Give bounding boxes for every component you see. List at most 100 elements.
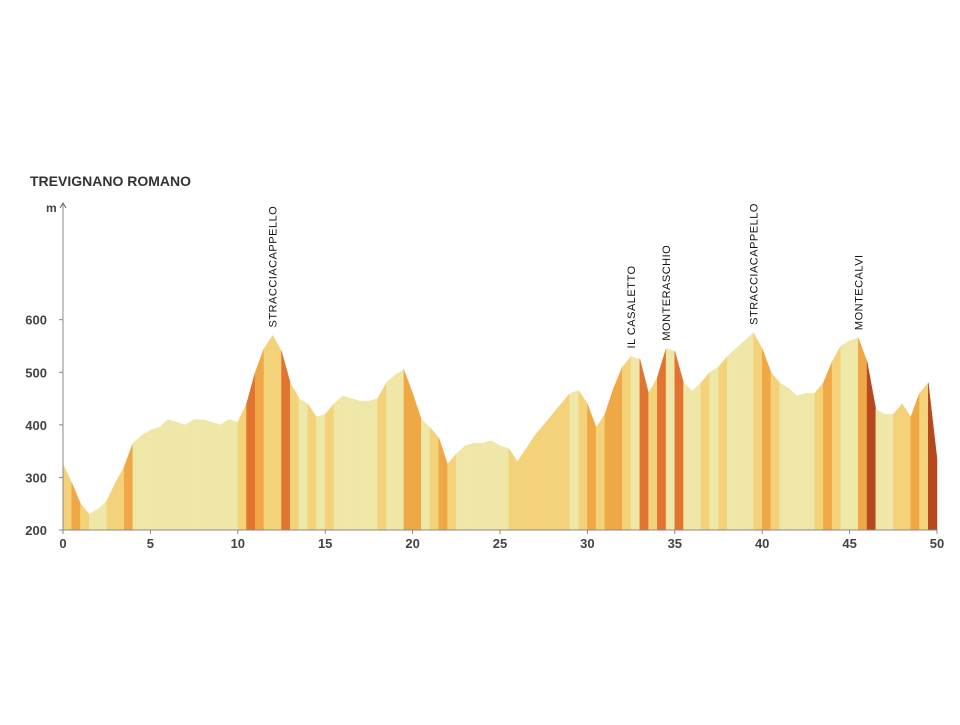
elevation-segment xyxy=(648,376,658,531)
x-tick-label: 45 xyxy=(842,536,856,551)
elevation-segment xyxy=(525,434,536,531)
elevation-segment xyxy=(718,355,728,531)
elevation-segment xyxy=(744,332,754,531)
elevation-segment xyxy=(456,445,466,531)
elevation-segment xyxy=(726,348,737,531)
elevation-segment xyxy=(683,382,693,531)
elevation-segment xyxy=(359,400,370,531)
elevation-segment xyxy=(910,393,920,531)
elevation-segment xyxy=(779,382,789,531)
elevation-segment xyxy=(700,371,711,531)
elevation-segment xyxy=(473,442,483,531)
elevation-segment xyxy=(228,419,239,531)
x-tick-label: 0 xyxy=(59,536,66,551)
elevation-segment xyxy=(901,402,912,531)
elevation-segment xyxy=(272,334,282,531)
elevation-segment xyxy=(657,348,667,531)
elevation-segment xyxy=(211,421,221,531)
elevation-segment xyxy=(823,361,833,531)
elevation-segment xyxy=(176,421,186,531)
elevation-segment xyxy=(893,403,903,531)
elevation-segment xyxy=(220,419,230,531)
elevation-segment xyxy=(394,369,405,531)
elevation-segment xyxy=(429,426,440,531)
y-tick-label: 200 xyxy=(25,523,47,538)
peak-label: MONTERASCHIO xyxy=(661,245,673,341)
elevation-segment xyxy=(770,371,780,531)
elevation-segment xyxy=(447,453,457,531)
x-tick-label: 20 xyxy=(405,536,419,551)
elevation-segment xyxy=(796,392,807,531)
elevation-segment xyxy=(814,382,824,531)
x-tick-label: 30 xyxy=(580,536,594,551)
elevation-segment xyxy=(578,389,588,531)
elevation-segment xyxy=(560,392,571,531)
axis-arrow xyxy=(59,202,67,209)
elevation-segment xyxy=(884,414,894,531)
elevation-segment xyxy=(508,447,518,531)
elevation-segment xyxy=(202,419,212,531)
elevation-segment xyxy=(307,402,317,531)
elevation-segment xyxy=(316,413,326,531)
elevation-segment xyxy=(875,408,885,531)
elevation-segment xyxy=(665,348,676,531)
y-tick-label: 500 xyxy=(25,365,47,380)
elevation-segment xyxy=(788,387,798,531)
x-tick-label: 15 xyxy=(318,536,332,551)
y-axis-label: m xyxy=(46,201,57,215)
elevation-segment xyxy=(569,390,579,531)
elevation-segment xyxy=(464,442,475,531)
elevation-segment xyxy=(281,351,291,531)
elevation-segment xyxy=(840,340,850,531)
peak-label: STRACCIACAPPELLO xyxy=(748,203,760,325)
elevation-segment xyxy=(368,398,378,531)
elevation-segment xyxy=(150,427,160,531)
elevation-segment xyxy=(831,345,842,531)
elevation-segment xyxy=(674,351,684,531)
elevation-segment xyxy=(622,355,632,531)
chart-title: TREVIGNANO ROMANO xyxy=(30,173,191,189)
elevation-segment xyxy=(552,403,562,531)
peak-label: MONTECALVI xyxy=(853,254,865,330)
elevation-segment xyxy=(298,398,308,531)
x-tick-label: 50 xyxy=(930,536,944,551)
x-tick-label: 25 xyxy=(493,536,507,551)
elevation-segment xyxy=(158,419,169,531)
elevation-segment xyxy=(630,356,641,531)
y-tick-label: 400 xyxy=(25,418,47,433)
elevation-segment xyxy=(421,419,431,531)
elevation-segment xyxy=(263,334,274,531)
elevation-segment xyxy=(141,429,151,531)
elevation-segment xyxy=(132,434,142,531)
elevation-segment xyxy=(595,413,606,531)
elevation-segment xyxy=(753,331,763,531)
elevation-segment xyxy=(403,369,413,531)
y-tick-label: 600 xyxy=(25,313,47,328)
elevation-segment xyxy=(185,419,195,531)
elevation-segment xyxy=(919,382,929,531)
x-tick-label: 5 xyxy=(147,536,154,551)
x-tick-label: 35 xyxy=(668,536,682,551)
peak-label: IL CASALETTO xyxy=(626,265,638,348)
elevation-segment xyxy=(613,366,623,531)
elevation-segment xyxy=(482,440,492,531)
x-tick-label: 40 xyxy=(755,536,769,551)
elevation-segment xyxy=(386,374,396,531)
elevation-segment xyxy=(534,424,544,531)
elevation-segment xyxy=(167,419,177,531)
elevation-segment xyxy=(692,382,702,531)
elevation-segment xyxy=(237,403,247,531)
elevation-segment xyxy=(351,398,361,531)
elevation-segment xyxy=(193,419,204,531)
elevation-segment xyxy=(289,381,300,531)
elevation-segment xyxy=(491,440,501,531)
y-tick-label: 300 xyxy=(25,470,47,485)
x-tick-label: 10 xyxy=(231,536,245,551)
elevation-segment xyxy=(735,340,745,531)
elevation-segment xyxy=(805,393,815,531)
peak-label: STRACCIACAPPELLO xyxy=(268,206,280,328)
elevation-segment xyxy=(377,381,387,531)
